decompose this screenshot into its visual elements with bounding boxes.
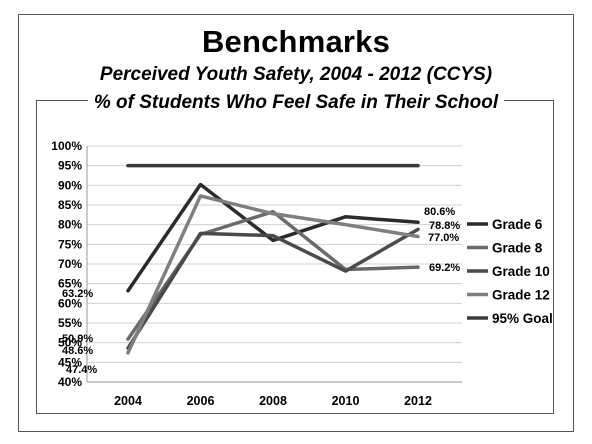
slide-subtitle: Perceived Youth Safety, 2004 - 2012 (CCY… (99, 64, 493, 85)
legend-label: Grade 6 (492, 217, 543, 232)
y-tick-label: 55% (58, 316, 82, 330)
x-tick-label: 2006 (187, 394, 215, 408)
legend-label: Grade 8 (492, 241, 543, 256)
data-label: 48.6% (62, 345, 93, 357)
series-line-grade-10 (126, 227, 420, 350)
series-line-grade-6 (126, 182, 420, 293)
data-label: 78.8% (429, 220, 460, 232)
legend-label: 95% Goal (492, 311, 553, 326)
x-tick-label: 2008 (259, 394, 287, 408)
y-tick-label: 70% (58, 257, 82, 271)
y-tick-label: 100% (51, 139, 82, 153)
x-tick-label: 2004 (114, 394, 142, 408)
y-tick-label: 60% (58, 296, 82, 310)
data-label: 50.9% (62, 333, 93, 345)
series-line-grade-12 (126, 194, 420, 355)
data-label: 63.2% (62, 288, 93, 300)
y-tick-label: 40% (58, 375, 82, 389)
chart-title: % of Students Who Feel Safe in Their Sch… (0, 92, 592, 114)
x-tick-label: 2012 (404, 394, 432, 408)
data-label: 69.2% (429, 262, 460, 274)
y-tick-label: 90% (58, 178, 82, 192)
chart-title-text: % of Students Who Feel Safe in Their Sch… (87, 92, 505, 113)
slide-title: Benchmarks (201, 24, 391, 59)
x-tick-label: 2010 (332, 394, 360, 408)
y-tick-label: 80% (58, 218, 82, 232)
data-label: 77.0% (428, 232, 459, 244)
legend-label: Grade 10 (492, 264, 550, 279)
y-tick-label: 65% (58, 277, 82, 291)
y-tick-label: 75% (58, 237, 82, 251)
legend-label: Grade 12 (492, 288, 550, 303)
y-tick-label: 45% (58, 355, 82, 369)
y-tick-label: 95% (58, 159, 82, 173)
data-label: 80.6% (424, 206, 455, 218)
data-label: 47.4% (66, 364, 97, 376)
y-tick-label: 50% (58, 336, 82, 350)
slide-frame (18, 14, 574, 432)
y-tick-label: 85% (58, 198, 82, 212)
